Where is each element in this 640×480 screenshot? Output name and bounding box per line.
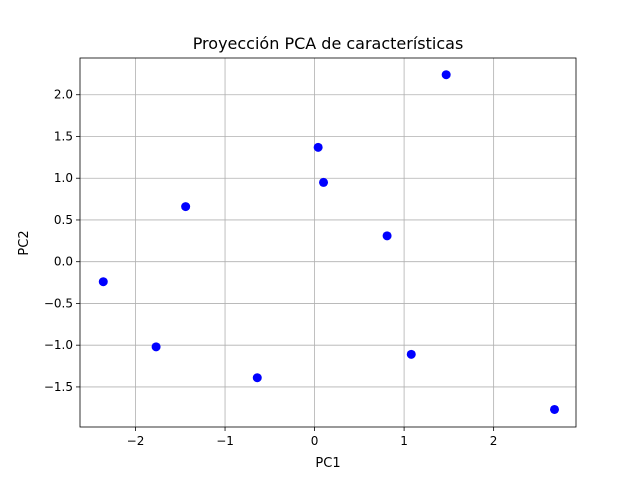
x-tick-label: −1 <box>216 434 234 448</box>
scatter-point <box>319 177 329 187</box>
scatter-point <box>406 349 416 359</box>
y-tick-label: −0.5 <box>44 296 73 310</box>
scatter-point <box>313 142 323 152</box>
y-axis-label: PC2 <box>17 230 32 255</box>
x-tick-label: 1 <box>400 434 408 448</box>
scatter-point <box>151 342 161 352</box>
y-tick-label: 0.5 <box>54 213 73 227</box>
plot-frame <box>79 57 577 428</box>
scatter-point <box>181 202 191 212</box>
scatter-point <box>382 231 392 241</box>
scatter-point <box>252 373 262 383</box>
grid-lines <box>80 58 576 427</box>
scatter-point <box>441 70 451 80</box>
x-axis-label: PC1 <box>315 456 340 471</box>
y-axis-ticks: −1.5 −1.0 −0.5 0.0 0.5 1.0 1.5 2.0 <box>44 88 80 394</box>
y-tick-label: −1.0 <box>44 338 73 352</box>
x-axis-ticks: −2 −1 0 1 2 <box>127 427 498 448</box>
x-tick-label: −2 <box>127 434 145 448</box>
y-tick-label: 0.0 <box>54 255 73 269</box>
data-points <box>98 70 560 414</box>
y-tick-label: 1.5 <box>54 129 73 143</box>
scatter-point <box>98 277 108 287</box>
scatter-point <box>550 404 560 414</box>
y-tick-label: 2.0 <box>54 88 73 102</box>
chart-title: Proyección PCA de características <box>193 34 464 53</box>
plot-area <box>80 58 576 427</box>
x-tick-label: 2 <box>490 434 498 448</box>
y-tick-label: −1.5 <box>44 380 73 394</box>
y-tick-label: 1.0 <box>54 171 73 185</box>
x-tick-label: 0 <box>311 434 319 448</box>
